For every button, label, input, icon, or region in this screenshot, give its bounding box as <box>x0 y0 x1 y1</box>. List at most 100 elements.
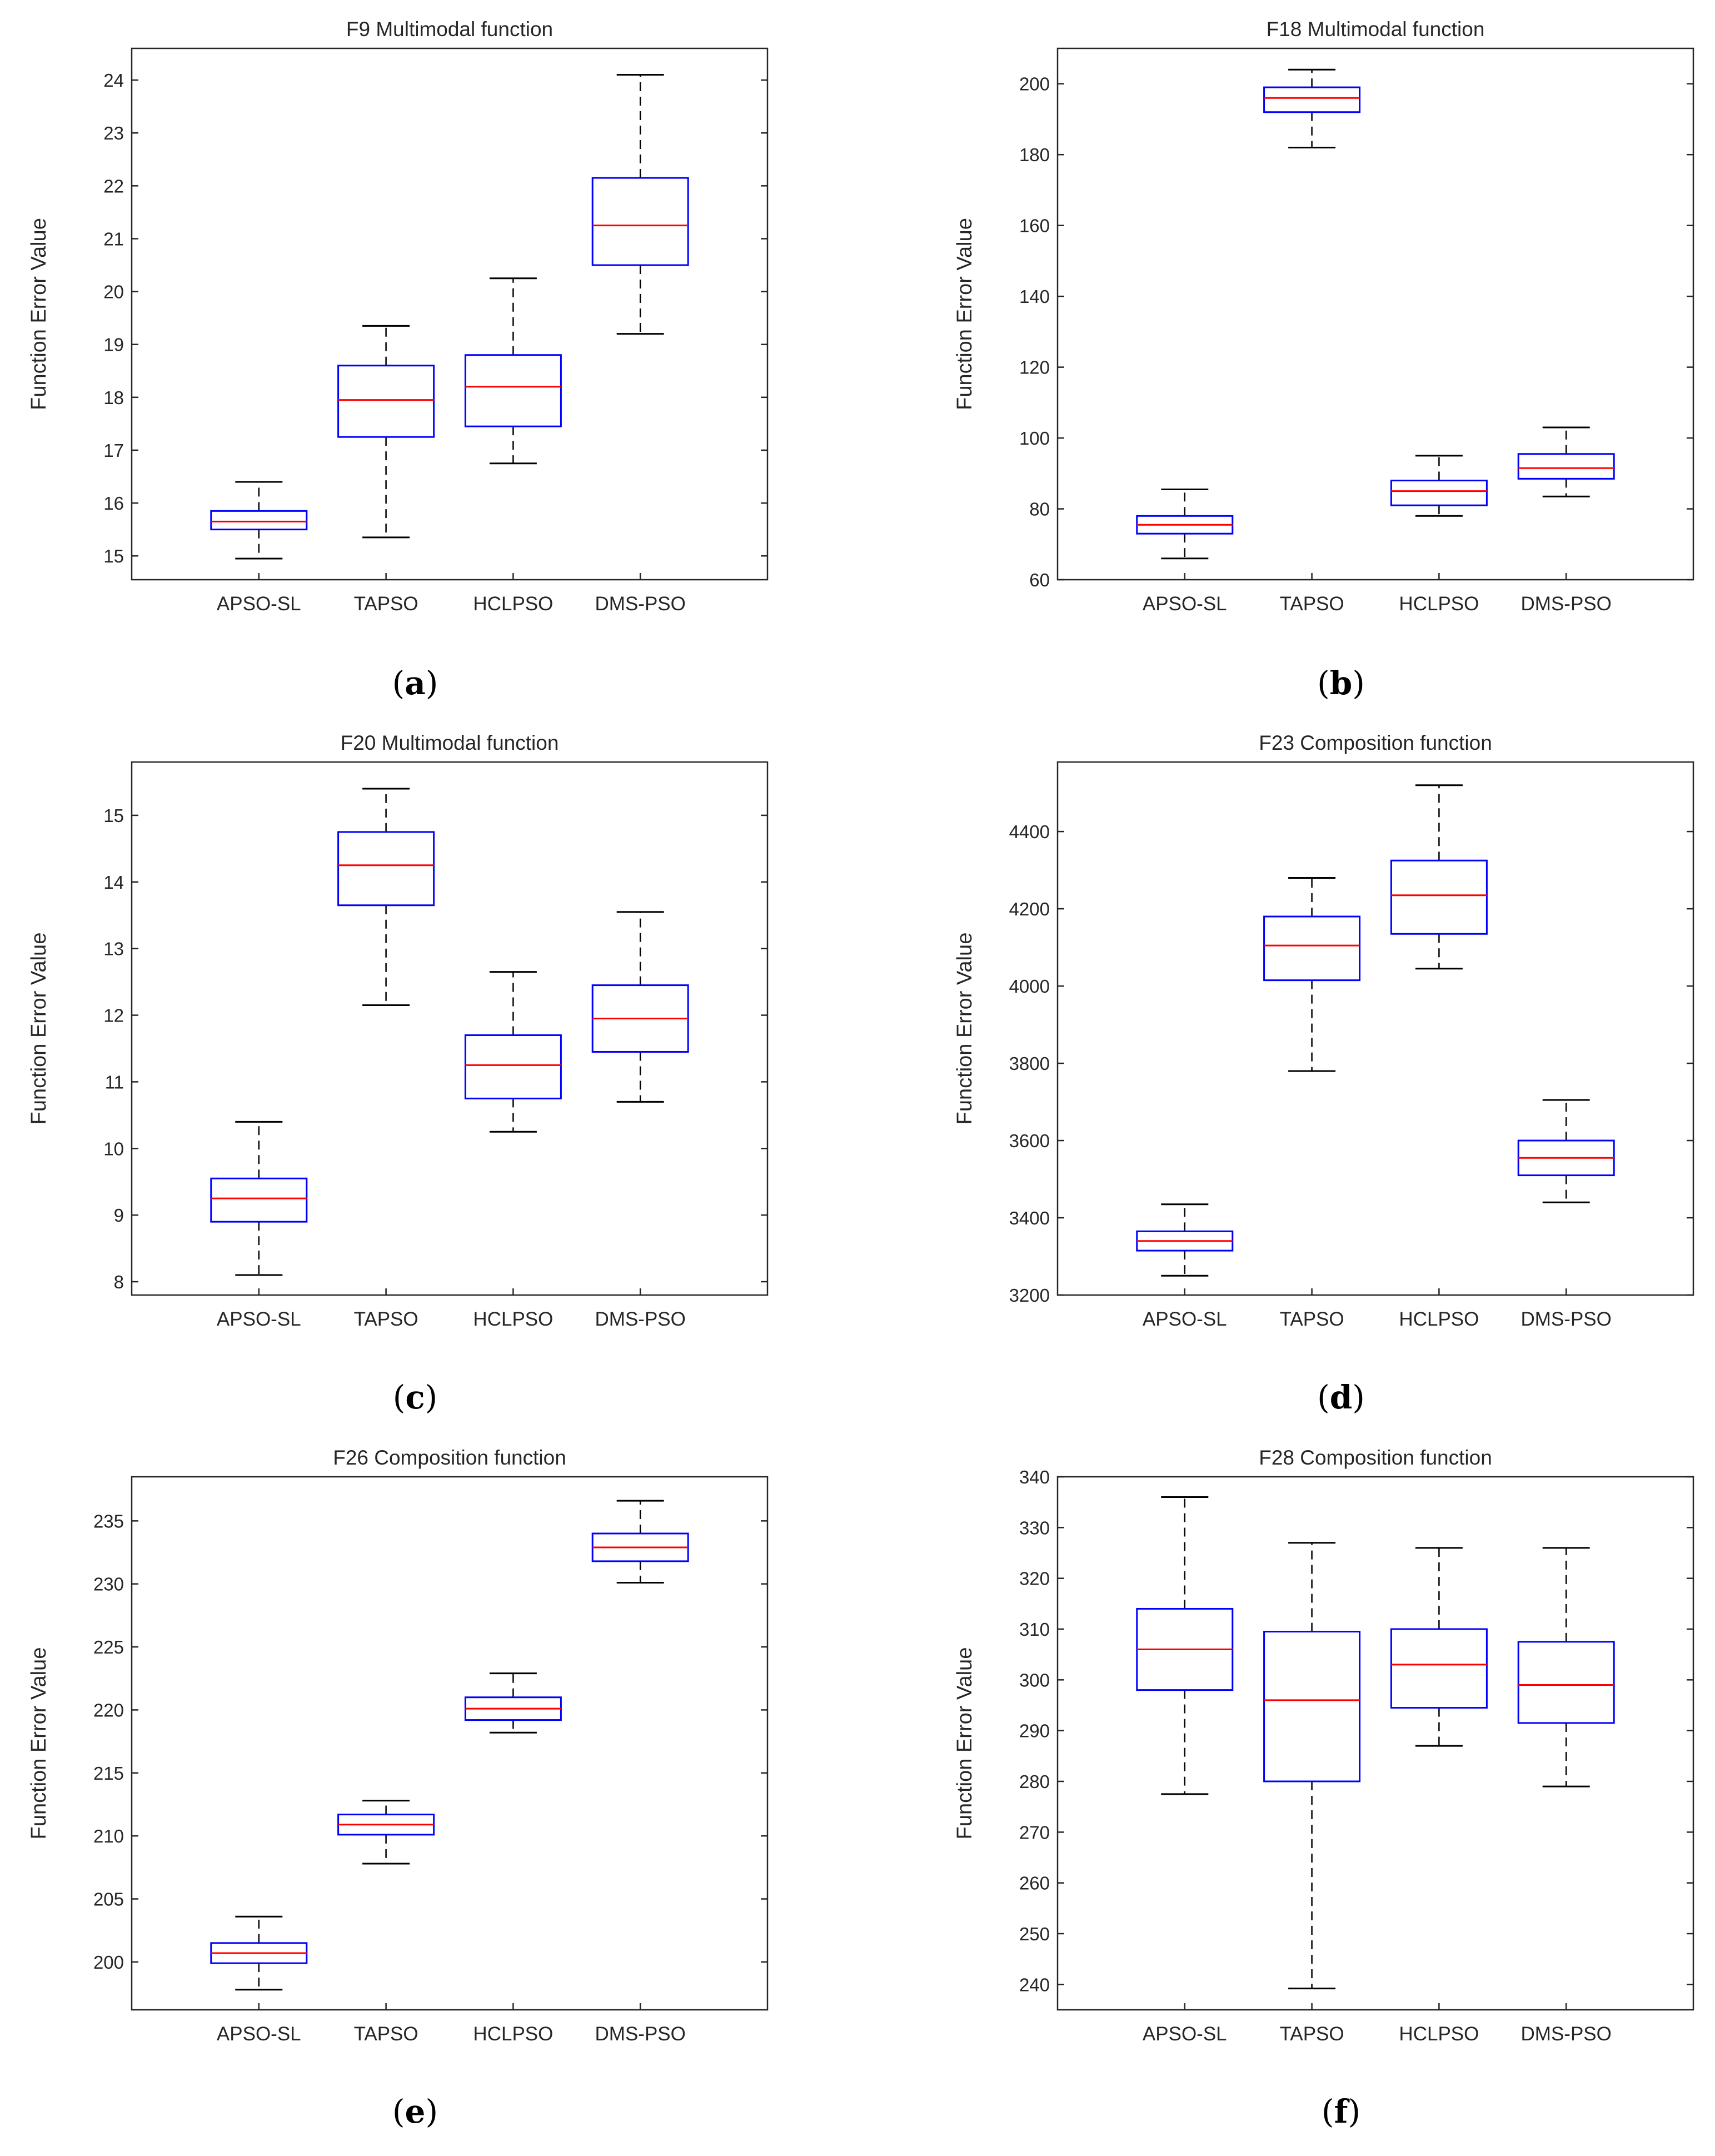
subfigure-caption-a: (a) <box>392 664 438 702</box>
y-tick-label: 100 <box>1019 428 1050 449</box>
y-tick-label: 3200 <box>1009 1285 1050 1306</box>
x-tick-label: APSO-SL <box>1143 593 1227 615</box>
y-tick-label: 18 <box>103 387 124 408</box>
y-tick-label: 14 <box>103 872 124 893</box>
y-tick-label: 320 <box>1019 1569 1050 1589</box>
x-tick-label: DMS-PSO <box>1521 1308 1612 1330</box>
y-tick-label: 3800 <box>1009 1053 1050 1074</box>
x-tick-label: DMS-PSO <box>1521 2023 1612 2045</box>
box-apso-sl <box>210 481 308 560</box>
y-tick-label: 15 <box>103 805 124 826</box>
box-dms-pso <box>1517 426 1615 497</box>
y-tick-label: 310 <box>1019 1619 1050 1640</box>
y-tick-label: 205 <box>93 1889 124 1909</box>
iqr-box <box>337 365 435 438</box>
x-tick-label: DMS-PSO <box>595 1308 686 1330</box>
box-dms-pso <box>591 1500 689 1584</box>
box-apso-sl <box>210 1121 308 1276</box>
y-tick-label: 230 <box>93 1574 124 1595</box>
x-tick-label: APSO-SL <box>217 1308 301 1330</box>
y-tick-label: 16 <box>103 493 124 514</box>
y-tick-label: 60 <box>1029 570 1050 590</box>
y-tick-label: 21 <box>103 228 124 249</box>
x-tick-label: TAPSO <box>354 2023 418 2045</box>
y-tick-label: 3400 <box>1009 1208 1050 1228</box>
iqr-box <box>464 354 562 427</box>
y-tick-label: 215 <box>93 1763 124 1784</box>
y-tick-label: 225 <box>93 1637 124 1657</box>
y-tick-label: 10 <box>103 1138 124 1159</box>
chart-title: F18 Multimodal function <box>1267 18 1485 41</box>
y-tick-label: 4400 <box>1009 821 1050 842</box>
box-tapso <box>337 788 435 1007</box>
y-tick-label: 17 <box>103 440 124 461</box>
subfigure-caption-f: (f) <box>1321 2093 1361 2130</box>
x-tick-label: HCLPSO <box>1399 1308 1479 1330</box>
axes-frame <box>131 761 769 1296</box>
y-tick-label: 9 <box>114 1205 124 1226</box>
chart-title: F28 Composition function <box>1259 1446 1492 1469</box>
y-axis-label: Function Error Value <box>953 933 976 1125</box>
y-axis-label: Function Error Value <box>27 218 51 410</box>
subfigure-caption-c: (c) <box>392 1378 438 1416</box>
x-tick-label: APSO-SL <box>217 593 301 615</box>
x-tick-label: HCLPSO <box>473 2023 553 2045</box>
chart-panel-a: F9 Multimodal function Function Error Val… <box>27 18 769 615</box>
box-hclpso <box>464 971 562 1133</box>
x-tick-label: TAPSO <box>1280 1308 1344 1330</box>
chart-panel-f: F28 Composition function Function Error V… <box>953 1446 1694 2045</box>
y-tick-label: 80 <box>1029 499 1050 520</box>
box-tapso <box>1263 68 1361 148</box>
subfigure-caption-e: (e) <box>392 2093 438 2130</box>
box-apso-sl <box>1136 1203 1234 1277</box>
box-hclpso <box>1390 784 1488 970</box>
box-hclpso <box>464 277 562 465</box>
y-tick-label: 220 <box>93 1700 124 1720</box>
box-dms-pso <box>1517 1099 1615 1203</box>
iqr-box <box>210 1177 308 1223</box>
axes-frame <box>131 47 769 581</box>
y-axis-label: Function Error Value <box>953 218 976 410</box>
x-tick-label: DMS-PSO <box>1521 593 1612 615</box>
y-tick-label: 235 <box>93 1511 124 1531</box>
y-axis-label: Function Error Value <box>27 933 51 1125</box>
y-axis-label: Function Error Value <box>27 1647 51 1840</box>
y-tick-label: 23 <box>103 123 124 143</box>
iqr-box <box>1517 453 1615 480</box>
box-hclpso <box>1390 1547 1488 1747</box>
iqr-box <box>591 177 689 266</box>
iqr-box <box>1263 915 1361 982</box>
x-tick-label: TAPSO <box>1280 593 1344 615</box>
axes-frame <box>1056 1476 1694 2011</box>
x-tick-label: HCLPSO <box>473 593 553 615</box>
x-tick-label: TAPSO <box>354 1308 418 1330</box>
iqr-box <box>1263 1631 1361 1782</box>
y-tick-label: 200 <box>93 1952 124 1973</box>
y-tick-label: 290 <box>1019 1721 1050 1741</box>
y-tick-label: 280 <box>1019 1771 1050 1792</box>
y-tick-label: 11 <box>105 1072 124 1092</box>
box-hclpso <box>464 1672 562 1734</box>
iqr-box <box>1263 86 1361 113</box>
y-tick-label: 8 <box>114 1272 124 1292</box>
iqr-box <box>1390 480 1488 506</box>
box-hclpso <box>1390 455 1488 517</box>
iqr-box <box>1390 859 1488 935</box>
y-tick-label: 20 <box>103 282 124 302</box>
y-tick-label: 160 <box>1019 216 1050 236</box>
y-tick-label: 12 <box>103 1005 124 1026</box>
box-apso-sl <box>210 1915 308 1991</box>
x-tick-label: HCLPSO <box>473 1308 553 1330</box>
y-tick-label: 4000 <box>1009 976 1050 997</box>
subfigure-caption-b: (b) <box>1317 664 1365 702</box>
chart-title: F23 Composition function <box>1259 731 1492 754</box>
y-tick-label: 240 <box>1019 1974 1050 1995</box>
y-tick-label: 180 <box>1019 145 1050 165</box>
box-tapso <box>337 325 435 539</box>
iqr-box <box>210 510 308 531</box>
y-tick-label: 3600 <box>1009 1131 1050 1151</box>
y-tick-label: 300 <box>1019 1670 1050 1690</box>
y-tick-label: 260 <box>1019 1873 1050 1894</box>
x-tick-label: TAPSO <box>1280 2023 1344 2045</box>
